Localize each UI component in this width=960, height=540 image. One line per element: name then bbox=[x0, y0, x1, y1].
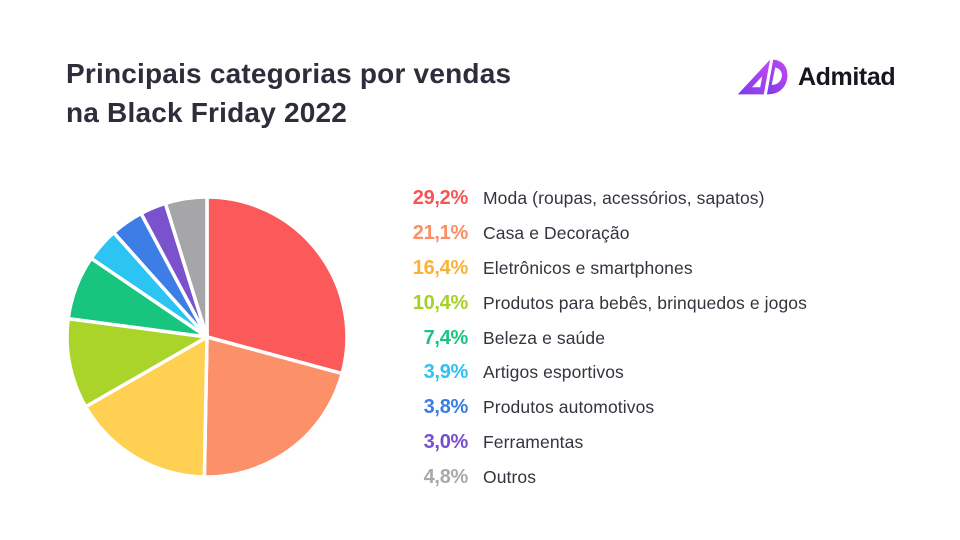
pie-chart bbox=[57, 187, 357, 487]
admitad-logo: Admitad bbox=[737, 58, 896, 96]
pie-slice-1 bbox=[202, 335, 344, 479]
page-title-line2: na Black Friday 2022 bbox=[66, 97, 348, 128]
legend-label: Eletrônicos e smartphones bbox=[483, 257, 693, 278]
pie-chart-svg bbox=[65, 195, 349, 479]
legend-label: Moda (roupas, acessórios, sapatos) bbox=[483, 187, 765, 208]
logo-letter-a bbox=[737, 59, 771, 95]
admitad-logo-text: Admitad bbox=[798, 62, 896, 91]
legend-percent: 3,9% bbox=[423, 361, 469, 384]
legend-row-8: 4,8% Outros bbox=[398, 460, 878, 495]
legend-percent: 3,8% bbox=[423, 396, 469, 419]
legend: 29,2% Moda (roupas, acessórios, sapatos) 2… bbox=[398, 181, 878, 495]
logo-letter-d bbox=[766, 59, 788, 95]
legend-percent: 7,4% bbox=[423, 326, 469, 349]
legend-label: Outros bbox=[483, 467, 537, 488]
legend-label: Produtos para bebês, brinquedos e jogos bbox=[483, 292, 807, 313]
legend-percent: 4,8% bbox=[423, 466, 469, 489]
legend-row-4: 7,4% Beleza e saúde bbox=[398, 321, 878, 356]
legend-percent: 21,1% bbox=[412, 221, 469, 244]
admitad-logo-icon bbox=[737, 59, 788, 95]
pie-slice-3 bbox=[65, 316, 209, 409]
legend-row-0: 29,2% Moda (roupas, acessórios, sapatos) bbox=[398, 181, 878, 216]
legend-row-7: 3,0% Ferramentas bbox=[398, 425, 878, 460]
legend-label: Casa e Decoração bbox=[483, 222, 630, 243]
legend-percent: 10,4% bbox=[412, 291, 469, 314]
legend-percent: 3,0% bbox=[423, 431, 469, 454]
legend-row-2: 16,4% Eletrônicos e smartphones bbox=[398, 251, 878, 286]
legend-row-1: 21,1% Casa e Decoração bbox=[398, 216, 878, 251]
legend-label: Ferramentas bbox=[483, 432, 584, 453]
legend-row-5: 3,9% Artigos esportivos bbox=[398, 355, 878, 390]
legend-row-6: 3,8% Produtos automotivos bbox=[398, 390, 878, 425]
legend-percent: 29,2% bbox=[412, 186, 469, 209]
legend-label: Beleza e saúde bbox=[483, 327, 606, 348]
legend-percent: 16,4% bbox=[412, 256, 469, 279]
legend-label: Artigos esportivos bbox=[483, 362, 624, 383]
pie-slice-2 bbox=[83, 335, 209, 479]
page-title-line1: Principais categorias por vendas bbox=[66, 58, 512, 89]
legend-label: Produtos automotivos bbox=[483, 397, 655, 418]
page-title: Principais categorias por vendas na Blac… bbox=[66, 54, 511, 132]
pie-slice-0 bbox=[205, 195, 349, 376]
legend-row-3: 10,4% Produtos para bebês, brinquedos e j… bbox=[398, 286, 878, 321]
pie-slice-8 bbox=[163, 195, 209, 339]
